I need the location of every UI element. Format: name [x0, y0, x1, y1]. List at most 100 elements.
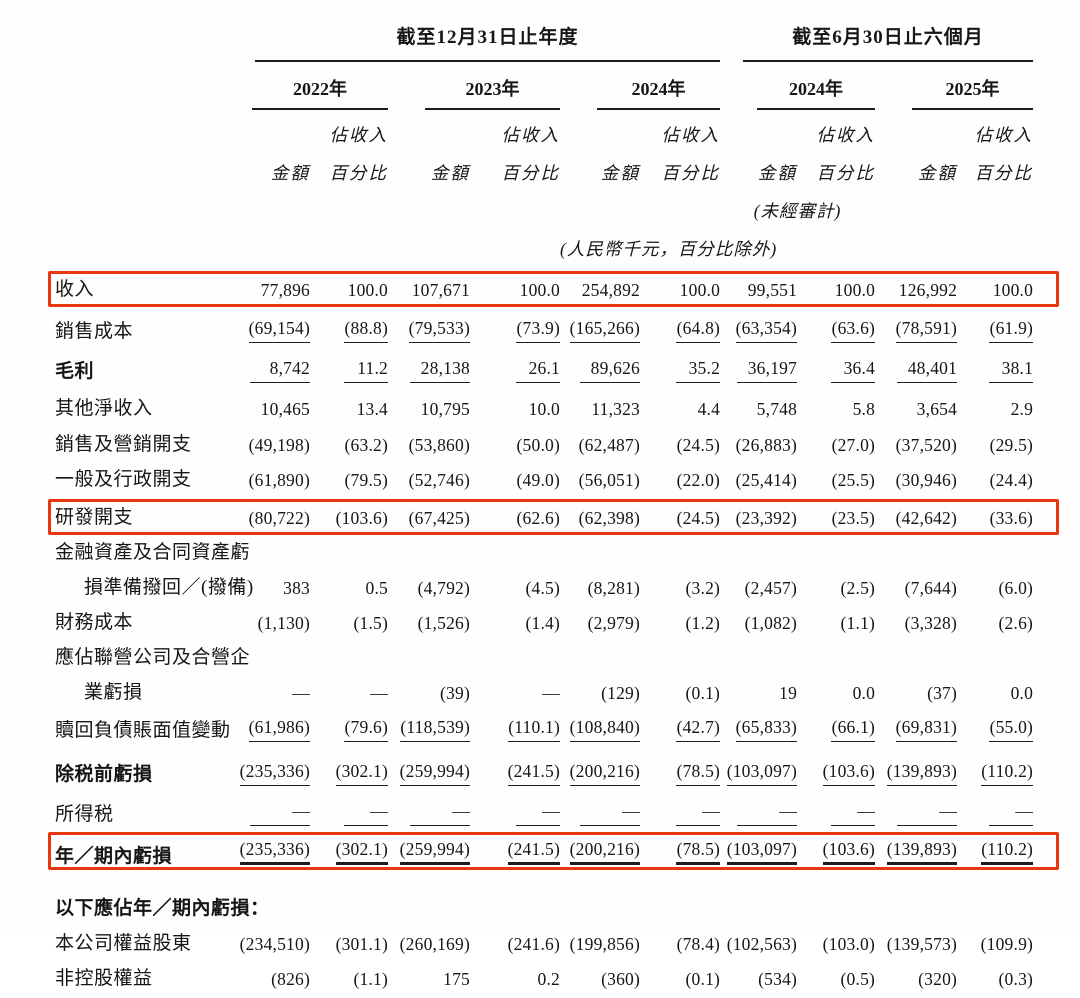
cell-value: (1.2) — [640, 607, 720, 642]
value-rule: (0.1) — [676, 969, 720, 990]
value-text: (0.3) — [998, 969, 1034, 989]
row-label: 非控股權益 — [55, 968, 153, 989]
cell-value: (200,216) — [560, 750, 640, 794]
value-rule: (2,979) — [580, 613, 640, 634]
value-text: 10,465 — [260, 399, 310, 419]
cell-value: (200,216) — [560, 834, 640, 876]
subheader-row-1: 佔收入 佔收入 佔收入 佔收入 佔收入 — [0, 118, 1080, 155]
cell-value: 100.0 — [470, 269, 560, 309]
cell-value: (63.6) — [797, 309, 876, 351]
cell-value: (4,792) — [388, 572, 470, 607]
period-header-interim: 截至6月30日止六個月 — [743, 22, 1034, 62]
value-text: 0.5 — [365, 578, 388, 598]
cell-value: (23.5) — [797, 499, 875, 537]
value-rule: (320) — [897, 969, 957, 990]
year-header-row: 2022年 2023年 2024年 2024年 2025年 — [0, 70, 1080, 118]
cell-value: — — [310, 794, 388, 834]
cell-value: 10,795 — [388, 391, 470, 428]
value-rule: 19 — [737, 683, 797, 704]
value-rule: (235,336) — [239, 839, 310, 868]
value-rule: (110.1) — [508, 717, 560, 742]
value-rule: (1,526) — [410, 613, 470, 634]
cell-value: — — [560, 794, 640, 834]
value-text: — — [989, 801, 1034, 826]
row-spacer — [1033, 712, 1080, 750]
value-rule: (69,154) — [248, 318, 310, 343]
table-row: 所得税 — — — — — — — — — — — [0, 794, 1080, 834]
value-text: (63.6) — [831, 318, 876, 343]
cell-value: (3,328) — [875, 607, 957, 642]
cell-value: (241.6) — [470, 928, 560, 963]
table-row: 一般及行政開支 (61,890) (79.5) (52,746) (49.0) (56,0… — [0, 464, 1080, 499]
value-text: (61,986) — [248, 717, 310, 742]
cell-value: (0.1) — [640, 677, 720, 712]
value-rule: (63,354) — [735, 318, 798, 343]
cell-value: (37) — [875, 677, 957, 712]
value-text: (63,354) — [735, 318, 798, 343]
value-text: (200,216) — [569, 839, 640, 865]
cell-value: (320) — [875, 963, 957, 998]
value-rule: (200,216) — [569, 839, 640, 868]
value-rule: (37,520) — [896, 435, 957, 456]
value-rule: (199,856) — [570, 934, 640, 955]
value-rule: (56,051) — [579, 470, 640, 491]
prospectus-financials-page: 截至12月31日止年度 截至6月30日止六個月 2022年 2023年 2024… — [0, 4, 1080, 989]
value-text: (235,336) — [239, 761, 310, 786]
value-text: (33.6) — [989, 508, 1034, 528]
value-text: (103.6) — [335, 508, 388, 528]
value-rule: 126,992 — [897, 280, 957, 301]
cell-value: (79.6) — [310, 712, 388, 750]
row-label: 除税前虧損 — [55, 764, 153, 785]
cell-value: 107,671 — [388, 269, 470, 309]
col-header-pct-top: 佔收入 — [501, 125, 560, 145]
value-rule: (25.5) — [831, 470, 875, 491]
value-rule: (259,994) — [399, 761, 470, 786]
value-rule: (110.2) — [981, 839, 1034, 868]
value-rule: — — [516, 801, 560, 826]
value-text: (2,457) — [744, 578, 798, 598]
value-rule: (25,414) — [736, 470, 797, 491]
value-text: (25.5) — [831, 470, 876, 490]
value-rule: (33.6) — [989, 508, 1033, 529]
row-label: 一般及行政開支 — [55, 469, 192, 490]
cell-value: (1.1) — [310, 963, 388, 998]
value-rule: 383 — [250, 578, 310, 599]
value-rule: (55.0) — [989, 717, 1034, 742]
row-label: 損準備撥回／(撥備) — [84, 577, 254, 598]
value-rule: 100.0 — [989, 280, 1033, 301]
cell-value: (1,526) — [388, 607, 470, 642]
value-rule: (79.6) — [344, 717, 388, 742]
cell-value: (1,082) — [720, 607, 797, 642]
value-rule: (23.5) — [831, 508, 875, 529]
value-rule: (63.2) — [344, 435, 388, 456]
cell-value: (2,457) — [720, 572, 797, 607]
cell-value: (62.6) — [470, 499, 560, 537]
value-text: 10.0 — [528, 399, 560, 419]
table-row: 以下應佔年／期內虧損： — [0, 876, 1080, 928]
cell-value: — — [797, 794, 876, 834]
cell-value: (0.5) — [797, 963, 875, 998]
value-rule: (103,097) — [726, 839, 798, 868]
cell-value: 126,992 — [875, 269, 957, 309]
value-text: (78.5) — [676, 761, 721, 786]
cell-value: 10,465 — [215, 391, 310, 428]
value-rule: — — [989, 801, 1034, 826]
value-text: (30,946) — [895, 470, 958, 490]
value-text: (1,082) — [744, 613, 798, 633]
year-header-2025-interim: 2025年 — [912, 75, 1034, 110]
year-header-2024: 2024年 — [597, 75, 721, 110]
value-text: 100.0 — [347, 280, 388, 300]
cell-value: 100.0 — [310, 269, 388, 309]
value-rule: (826) — [250, 969, 310, 990]
cell-value: 3,654 — [875, 391, 957, 428]
value-rule: 107,671 — [410, 280, 470, 301]
cell-value: (129) — [560, 677, 640, 712]
value-text: (103,097) — [726, 761, 798, 786]
value-rule: (234,510) — [240, 934, 310, 955]
value-text: 36.4 — [831, 358, 876, 383]
row-spacer — [1033, 464, 1080, 499]
row-label: 業虧損 — [84, 682, 143, 703]
value-text: (24.5) — [676, 508, 721, 528]
value-text: 3,654 — [916, 399, 958, 419]
table-row: 非控股權益 (826) (1.1) 175 0.2 (360) (0.1) (534) (0.5… — [0, 963, 1080, 998]
